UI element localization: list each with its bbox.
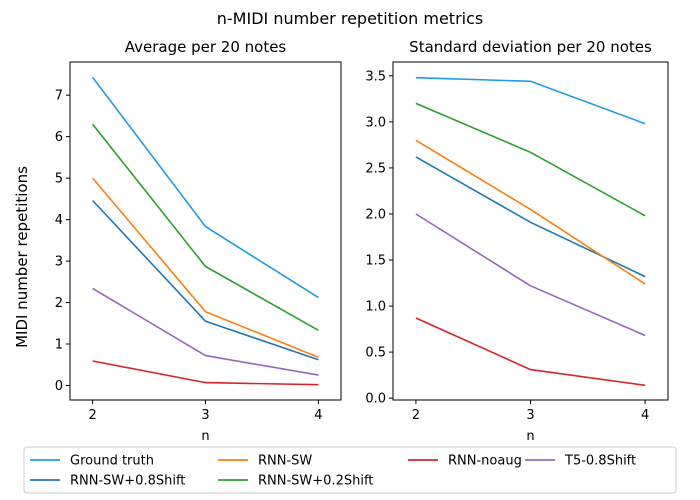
series-line-rnn-sw-0-8shift [92, 199, 319, 361]
x-tick-label: 2 [412, 408, 420, 423]
series-line-ground-truth [415, 76, 646, 125]
y-tick-label: 3.5 [365, 69, 386, 84]
y-tick-label: 6 [55, 130, 63, 145]
x-tick-label: 4 [641, 408, 649, 423]
legend-label: RNN-SW [258, 454, 312, 469]
figure-suptitle: n-MIDI number repetition metrics [217, 9, 483, 28]
x-axis-label: n [201, 429, 209, 444]
x-tick-label: 4 [314, 408, 322, 423]
series-line-t5-0-8shift [92, 287, 319, 376]
y-tick-label: 7 [55, 89, 63, 104]
series-line-t5-0-8shift [415, 213, 646, 337]
legend-label: RNN-SW+0.2Shift [258, 474, 373, 489]
y-tick-label: 3 [55, 255, 63, 270]
legend-frame [23, 446, 677, 494]
x-tick-label: 2 [88, 408, 96, 423]
series-line-rnn-sw [415, 139, 646, 285]
chart-std: Standard deviation per 20 notes 2 3 4 0.0 0.… [365, 38, 669, 444]
legend-item: RNN-noaug [408, 454, 522, 469]
y-tick-label: 1 [55, 338, 63, 353]
plot-frame [392, 61, 669, 401]
x-tick-label: 3 [201, 408, 209, 423]
y-tick-label: 0 [55, 379, 63, 394]
shared-y-axis-label: MIDI number repetitions [13, 166, 31, 348]
series-line-rnn-sw [91, 177, 319, 359]
series-line-rnn-sw-0-8shift [415, 156, 646, 278]
y-tick-label: 1.0 [365, 300, 386, 315]
legend-label: RNN-SW+0.8Shift [70, 474, 185, 489]
legend-item: T5-0.8Shift [525, 454, 636, 469]
series-line-rnn-sw-0-2shift [91, 123, 319, 331]
series-line-ground-truth [91, 76, 319, 299]
legend-item: RNN-SW+0.2Shift [218, 474, 373, 489]
legend-label: RNN-noaug [448, 454, 522, 469]
legend-item: RNN-SW+0.8Shift [30, 474, 185, 489]
y-tick-label: 5 [55, 172, 63, 187]
y-tick-label: 1.5 [365, 254, 386, 269]
x-axis-label: n [526, 429, 534, 444]
x-tick-label: 3 [526, 408, 534, 423]
legend-item: RNN-SW [218, 454, 312, 469]
chart-title: Average per 20 notes [125, 38, 287, 56]
series-line-rnn-noaug [415, 317, 646, 387]
y-tick-label: 3.0 [365, 115, 386, 130]
y-tick-label: 4 [55, 213, 63, 228]
legend-item: Ground truth [30, 454, 154, 469]
y-tick-label: 0.0 [365, 392, 386, 407]
legend-label: Ground truth [70, 454, 154, 469]
y-tick-label: 2.5 [365, 161, 386, 176]
chart-title: Standard deviation per 20 notes [409, 38, 652, 56]
series-line-rnn-noaug [92, 360, 319, 386]
y-tick-label: 0.5 [365, 346, 386, 361]
chart-average: Average per 20 notes 2 3 4 0 1 2 3 4 5 6 7 n [55, 38, 342, 444]
legend-label: T5-0.8Shift [564, 454, 636, 469]
legend: Ground truth RNN-SW RNN-noaug T5-0.8Shift RN… [23, 446, 677, 494]
series-line-rnn-sw-0-2shift [415, 102, 646, 217]
y-tick-label: 2 [55, 296, 63, 311]
y-tick-label: 2.0 [365, 207, 386, 222]
